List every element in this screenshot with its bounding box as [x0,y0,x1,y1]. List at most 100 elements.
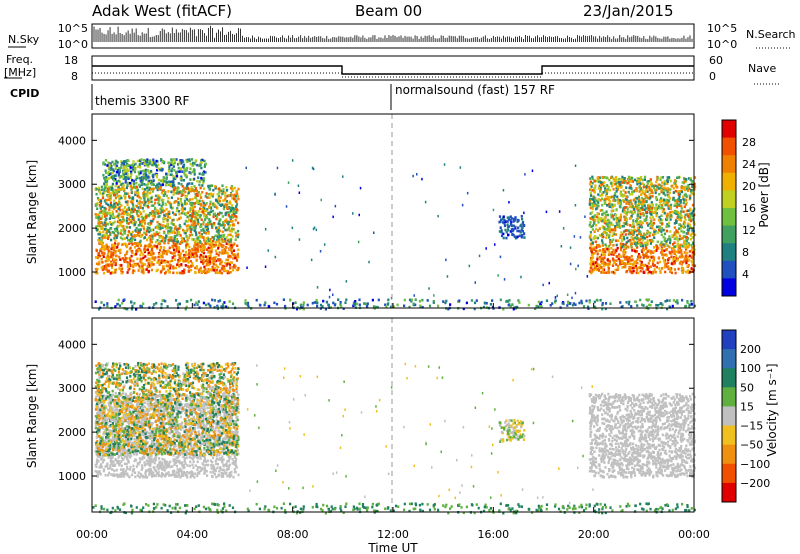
data-cell [174,266,178,270]
data-cell [119,183,122,186]
data-cell [606,204,609,207]
data-cell [107,252,110,255]
data-cell [226,262,229,266]
data-cell [202,247,205,250]
data-cell [141,162,144,165]
data-cell [675,221,678,224]
data-cell [209,255,212,258]
data-cell [167,229,170,233]
data-cell [676,239,680,242]
data-cell [194,254,197,258]
data-cell [98,233,101,236]
noise-right-label: N.Search [746,28,796,41]
data-cell [152,252,155,255]
data-cell [333,303,336,307]
data-cell [137,201,140,205]
data-cell [208,218,211,221]
data-cell [421,306,424,309]
data-cell [638,232,641,235]
data-cell [693,264,697,268]
data-cell [138,220,142,224]
data-cell [180,211,184,215]
data-cell [170,222,173,225]
data-cell [610,195,613,199]
data-cell [595,223,598,227]
data-cell [691,229,694,232]
data-cell [162,299,165,302]
data-cell [631,266,634,270]
data-cell [123,194,126,198]
data-cell [313,301,316,304]
data-cell [112,221,115,225]
data-cell [593,248,596,251]
data-cell [152,158,155,162]
data-cell [595,215,598,219]
data-cell [206,228,209,232]
data-cell [642,235,646,238]
data-cell [605,192,608,196]
data-cell [661,210,664,214]
data-cell [103,221,106,224]
data-cell [514,305,517,309]
data-cell [610,252,613,256]
data-cell [623,218,626,221]
data-cell [105,171,108,175]
data-cell [403,304,406,308]
data-cell [169,226,172,229]
data-cell [143,198,146,202]
data-cell [690,303,693,306]
data-cell [136,233,139,237]
data-cell [120,204,123,207]
data-cell [122,225,125,228]
data-cell [186,187,189,190]
data-cell [169,267,172,270]
data-cell [622,189,625,192]
data-cell [641,200,644,203]
data-cell [222,223,225,226]
data-cell [604,213,607,217]
data-cell [643,264,646,267]
data-cell [593,220,596,224]
data-cell [151,219,154,223]
data-cell [146,189,149,193]
data-cell [610,270,613,274]
data-cell [129,256,132,260]
data-cell [643,208,646,211]
data-cell [566,293,569,296]
data-cell [206,196,209,199]
data-cell [139,204,142,207]
data-cell [114,190,117,194]
data-cell [646,230,649,234]
data-cell [187,265,190,268]
data-cell [161,210,164,214]
data-cell [117,188,120,191]
data-cell [196,179,199,183]
data-cell [210,257,213,260]
data-cell [679,199,682,202]
data-cell [601,250,604,254]
data-cell [316,304,319,308]
data-cell [110,227,113,230]
data-cell [210,245,213,248]
data-cell [601,219,604,223]
data-cell [646,268,649,271]
data-cell [626,198,629,202]
data-cell [604,186,607,190]
data-cell [195,267,198,270]
data-cell [498,215,502,218]
data-cell [624,216,627,219]
data-cell [259,304,262,307]
data-cell [267,249,269,252]
data-cell [150,228,154,232]
data-cell [237,248,240,252]
data-cell [677,193,680,196]
data-cell [611,203,614,206]
data-cell [625,255,629,259]
data-cell [165,212,168,216]
data-cell [164,250,167,253]
data-cell [200,178,203,182]
data-cell [680,263,683,266]
data-cell [184,186,187,190]
data-cell [680,214,683,218]
data-cell [181,210,185,213]
